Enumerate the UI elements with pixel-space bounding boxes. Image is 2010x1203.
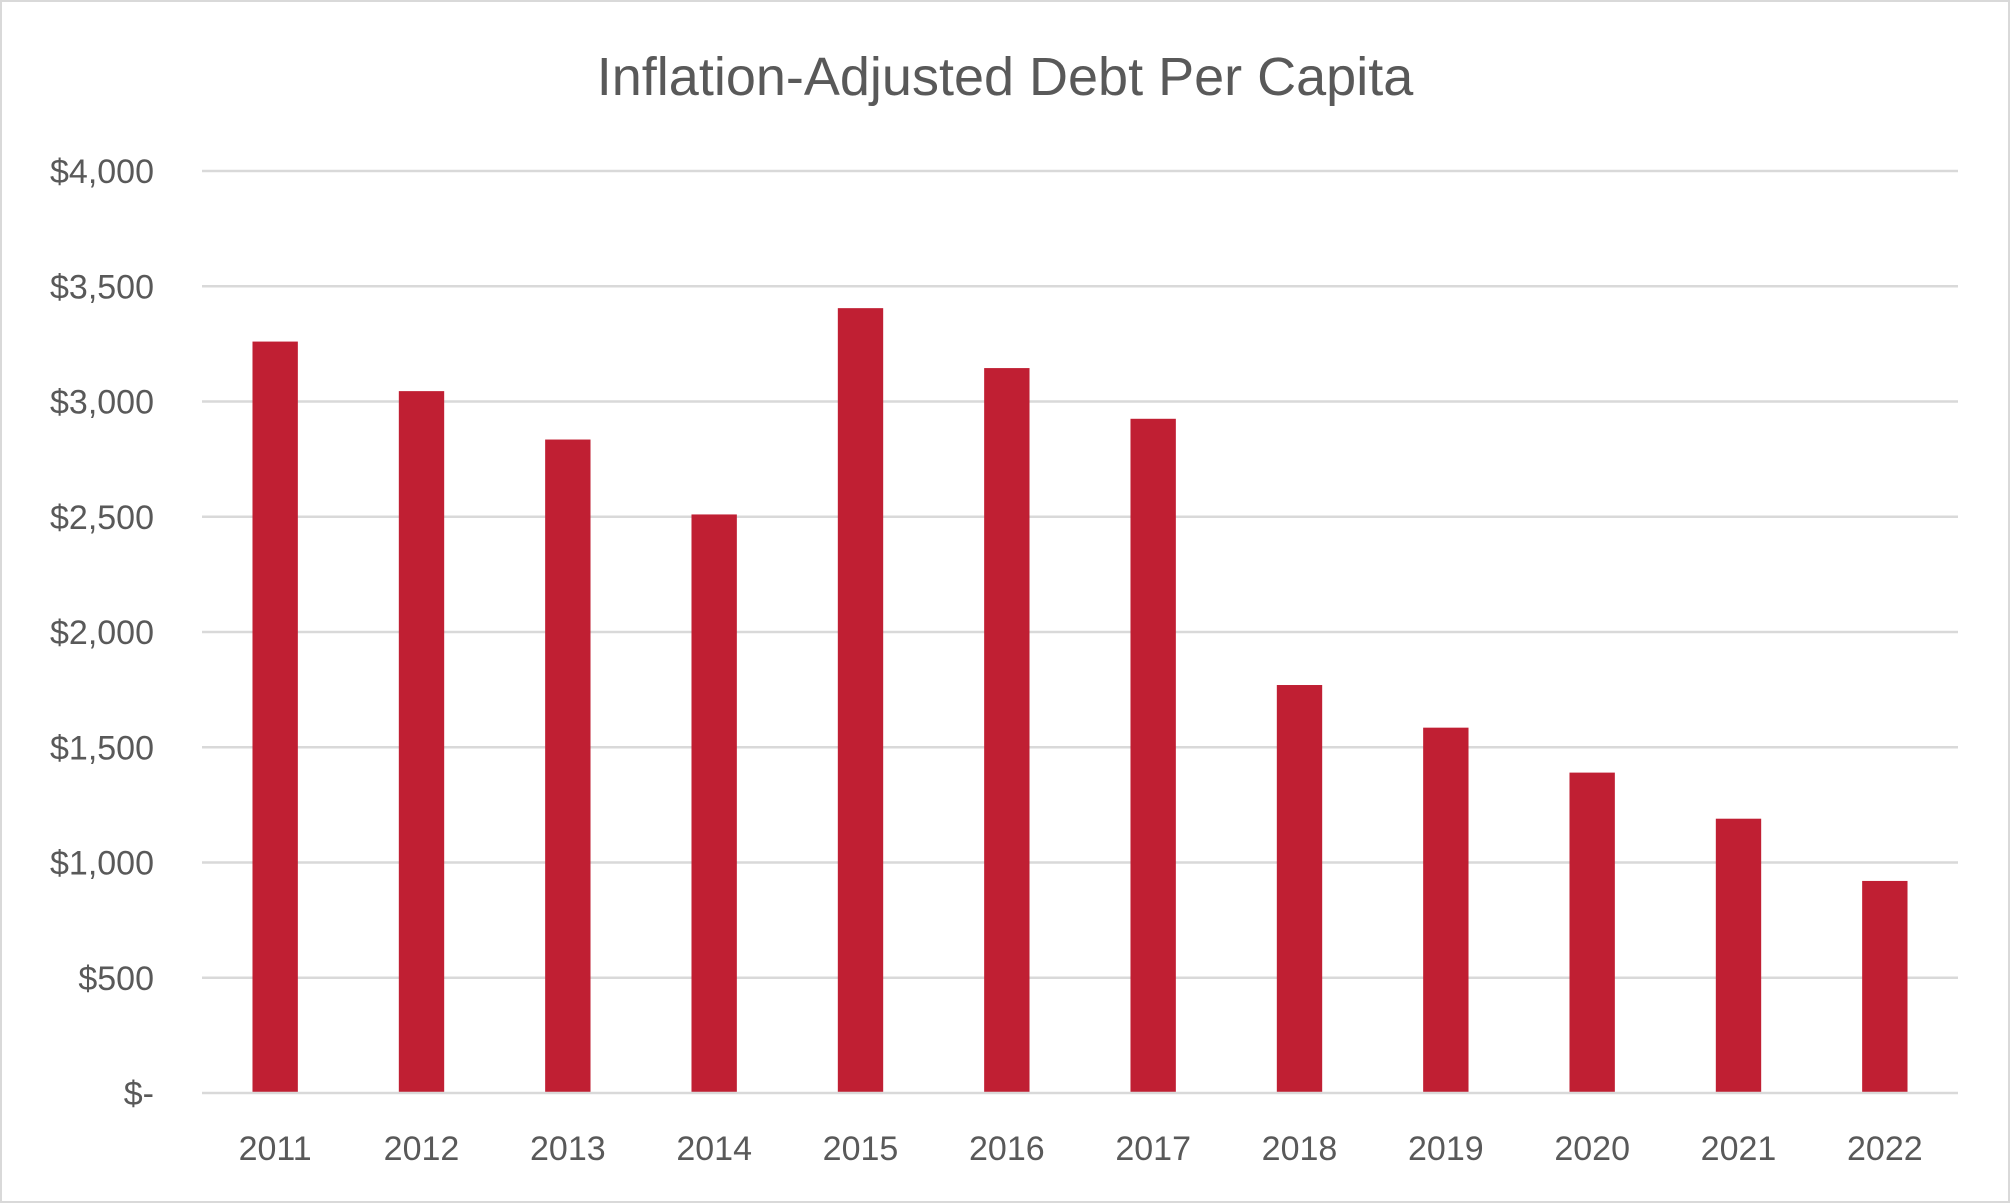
bar-2022: [1862, 880, 1908, 1093]
bar-2021: [1715, 818, 1762, 1093]
y-axis-tick-labels: $- $500 $1,000 $1,500 $2,000 $2,500 $3,000 $3,5…: [50, 153, 154, 1113]
bar-2018: [1276, 685, 1323, 1093]
x-tick-label: 2014: [676, 1130, 752, 1168]
bar-2013: [545, 439, 591, 1094]
bar-2019: [1423, 727, 1469, 1093]
x-tick-label: 2018: [1262, 1130, 1338, 1168]
x-tick-label: 2019: [1408, 1130, 1484, 1168]
y-tick-label: $1,500: [50, 729, 154, 767]
bars: [252, 308, 1908, 1094]
x-tick-label: 2020: [1554, 1130, 1630, 1168]
x-tick-label: 2021: [1701, 1130, 1777, 1168]
y-tick-label: $4,000: [50, 153, 154, 191]
x-tick-label: 2016: [969, 1130, 1045, 1168]
bar-2011: [252, 341, 298, 1093]
y-tick-label: $2,000: [50, 614, 154, 652]
y-tick-label: $3,500: [50, 268, 154, 306]
x-tick-label: 2022: [1847, 1130, 1923, 1168]
x-tick-label: 2013: [530, 1130, 606, 1168]
y-tick-label: $2,500: [50, 499, 154, 537]
x-tick-label: 2012: [384, 1130, 460, 1168]
bar-2015: [837, 308, 884, 1094]
x-tick-label: 2015: [823, 1130, 899, 1168]
y-tick-label: $500: [78, 960, 154, 998]
gridlines: [202, 169, 1958, 979]
y-tick-label: $-: [124, 1075, 154, 1113]
bar-2017: [1130, 418, 1176, 1094]
x-tick-label: 2011: [239, 1130, 312, 1168]
bar-2016: [984, 368, 1030, 1093]
y-tick-label: $3,000: [50, 384, 154, 422]
bar-2012: [398, 391, 445, 1093]
bar-2020: [1569, 772, 1615, 1093]
y-tick-label: $1,000: [50, 845, 154, 883]
x-tick-label: 2017: [1115, 1130, 1191, 1168]
bar-2014: [691, 514, 737, 1093]
x-axis-tick-labels: 2011 2012 2013 2014 2015 2016 2017 2018 2019 2020…: [239, 1130, 1923, 1168]
chart-title: Inflation-Adjusted Debt Per Capita: [597, 47, 1414, 107]
